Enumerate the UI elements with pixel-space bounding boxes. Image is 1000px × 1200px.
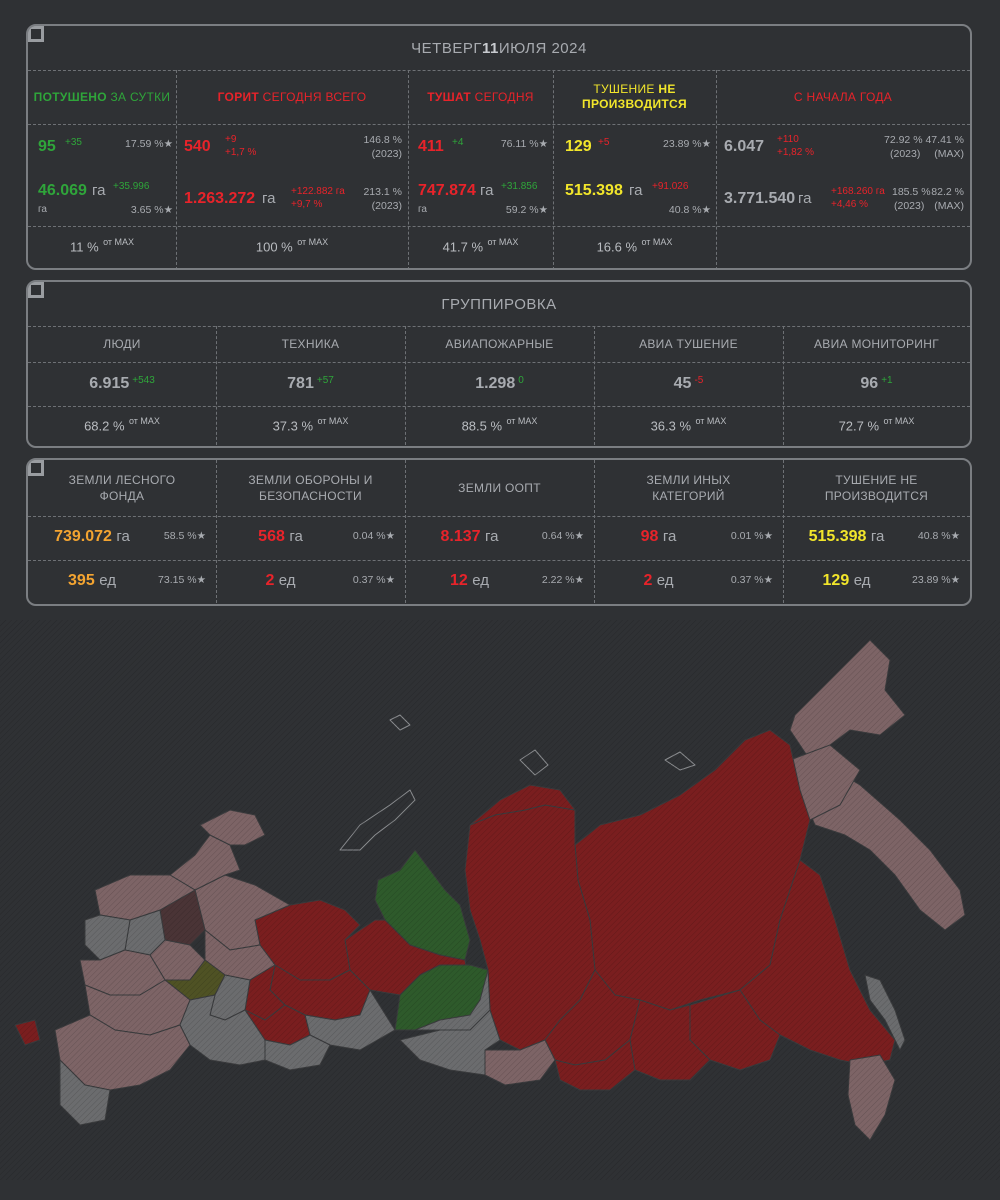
- not-fighting-count: 129 +5 23.89 %★: [565, 137, 711, 155]
- group-max-0: 68.2 % от MAX: [84, 416, 160, 434]
- land-area-4: 515.398 га 40.8 %★: [808, 528, 960, 545]
- fighting-area: 747.874 га +31.856 га 59.2 %★: [418, 181, 548, 216]
- land-label-4: ТУШЕНИЕ НЕ ПРОИЗВОДИТСЯ: [824, 473, 929, 503]
- year-count: 6.047 +110 +1,82 % 72.92 % (2023) 47.41 …: [724, 134, 964, 160]
- lands-panel: ЗЕМЛИ ЛЕСНОГО ФОНДА 739.072 га 58.5 %★ 395 …: [26, 458, 972, 606]
- header-extinguished: ПОТУШЕНО ЗА СУТКИ: [33, 90, 171, 104]
- group-value-1: 781 +57: [287, 375, 334, 392]
- land-label-3: ЗЕМЛИ ИНЫХ КАТЕГОРИЙ: [646, 473, 731, 503]
- land-area-2: 8.137 га 0.64 %★: [440, 528, 585, 545]
- land-label-0: ЗЕМЛИ ЛЕСНОГО ФОНДА: [68, 473, 176, 503]
- region-chukotka: [789, 639, 906, 761]
- date-title: ЧЕТВЕРГ 11 ИЮЛЯ 2024: [411, 39, 587, 57]
- land-area-0: 739.072 га 58.5 %★: [54, 528, 206, 545]
- land-label-2: ЗЕМЛИ ООПТ: [458, 481, 541, 495]
- island-novaya-zemlya: [339, 789, 416, 851]
- extinguished-count: 95 +35 17.59 %★: [38, 137, 173, 155]
- burning-max: 100 % от MAX: [255, 237, 329, 255]
- header-fighting: ТУШАТ СЕГОДНЯ: [427, 90, 534, 104]
- group-label-1: ТЕХНИКА: [281, 337, 340, 351]
- group-title: ГРУППИРОВКА: [441, 295, 557, 313]
- daily-summary-panel: ЧЕТВЕРГ 11 ИЮЛЯ 2024 ПОТУШЕНО ЗА СУТКИ Г…: [26, 24, 972, 270]
- group-value-4: 96 +1: [860, 375, 893, 392]
- island-novosibirsk: [664, 751, 696, 771]
- extinguished-max: 11 % от MAX: [69, 237, 135, 255]
- land-count-1: 2 ед 0.37 %★: [265, 572, 395, 589]
- fighting-max: 41.7 % от MAX: [442, 237, 519, 255]
- island-severnaya-zemlya: [519, 749, 549, 776]
- land-count-0: 395 ед 73.15 %★: [68, 572, 206, 589]
- region-primorye: [847, 1054, 896, 1141]
- group-label-0: ЛЮДИ: [103, 337, 141, 351]
- group-label-2: АВИАПОЖАРНЫЕ: [445, 337, 554, 351]
- group-label-4: АВИА МОНИТОРИНГ: [813, 337, 939, 351]
- group-max-4: 72.7 % от MAX: [838, 416, 915, 434]
- land-label-1: ЗЕМЛИ ОБОРОНЫ И БЕЗОПАСНОСТИ: [248, 473, 373, 503]
- fighting-count: 411 +4 76.11 %★: [418, 137, 548, 155]
- not-fighting-max: 16.6 % от MAX: [596, 237, 673, 255]
- group-max-1: 37.3 % от MAX: [272, 416, 349, 434]
- russia-fire-map: [0, 620, 1000, 1180]
- header-burning: ГОРИТ СЕГОДНЯ ВСЕГО: [217, 90, 367, 104]
- extinguished-area: 46.069 га +35.996 га 3.65 %★: [38, 181, 173, 216]
- group-value-0: 6.915 +543: [89, 375, 155, 392]
- header-year: С НАЧАЛА ГОДА: [793, 90, 893, 104]
- group-value-2: 1.298 0: [475, 375, 524, 392]
- group-label-3: АВИА ТУШЕНИЕ: [639, 337, 738, 351]
- not-fighting-area: 515.398 га +91.026 40.8 %★: [565, 181, 711, 216]
- group-max-2: 88.5 % от MAX: [461, 416, 538, 434]
- year-area: 3.771.540 га +168.260 га +4,46 % 185.5 %…: [724, 186, 964, 212]
- group-value-3: 45 -5: [673, 375, 704, 392]
- group-panel: ГРУППИРОВКА ЛЮДИ 6.915 +543 68.2 % от MAX ТЕ…: [26, 280, 972, 448]
- burning-count: 540 +9 +1,7 % 146.8 % (2023): [184, 134, 402, 160]
- land-count-4: 129 ед 23.89 %★: [822, 572, 960, 589]
- island-franz-josef: [389, 714, 411, 731]
- group-max-3: 36.3 % от MAX: [650, 416, 727, 434]
- land-count-3: 2 ед 0.37 %★: [643, 572, 773, 589]
- header-not-fighting: ТУШЕНИЕ НЕ ПРОИЗВОДИТСЯ: [582, 82, 687, 111]
- burning-area: 1.263.272 га +122.882 га +9,7 % 213.1 % …: [184, 186, 402, 212]
- region-kaliningrad: [14, 1019, 41, 1046]
- land-area-3: 98 га 0.01 %★: [640, 528, 773, 545]
- land-area-1: 568 га 0.04 %★: [258, 528, 395, 545]
- land-count-2: 12 ед 2.22 %★: [449, 572, 584, 589]
